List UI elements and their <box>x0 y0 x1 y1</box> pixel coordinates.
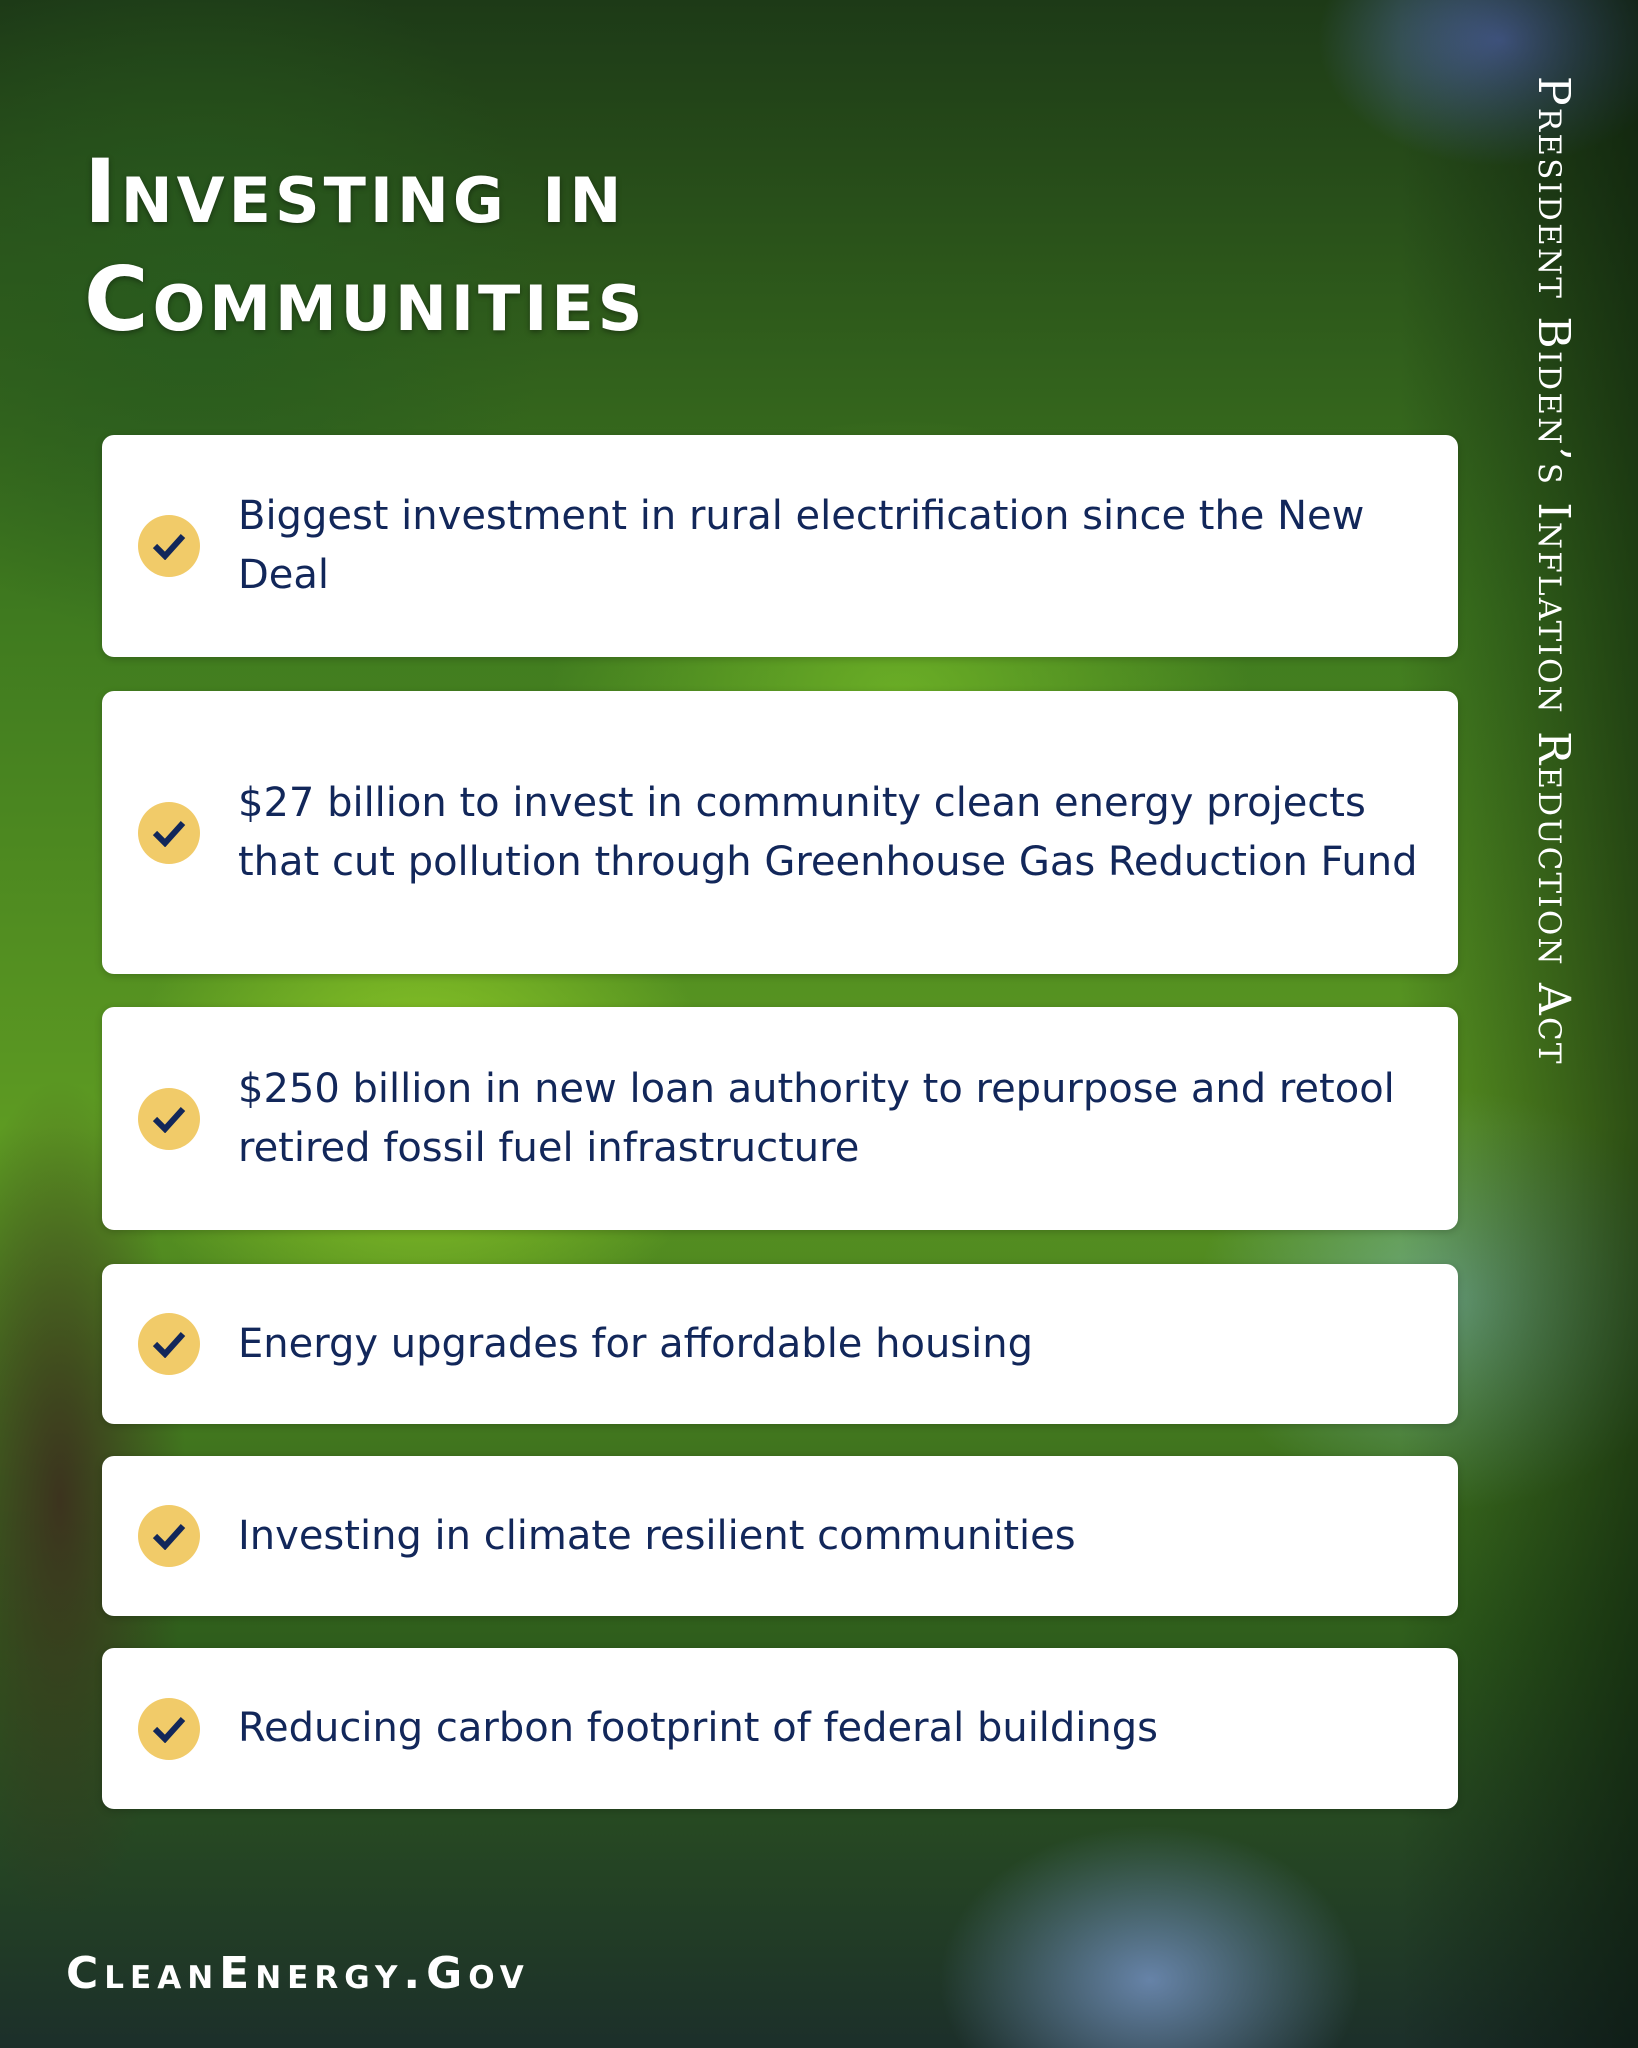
check-icon <box>138 515 200 577</box>
check-icon <box>138 1313 200 1375</box>
item-text: Biggest investment in rural electrificat… <box>238 493 1365 598</box>
list-item: $250 billion in new loan authority to re… <box>102 1007 1458 1230</box>
list-item: Biggest investment in rural electrificat… <box>102 435 1458 657</box>
list-item: Investing in climate resilient communiti… <box>102 1456 1458 1616</box>
side-title: President Biden’s Inflation Reduction Ac… <box>1528 76 1579 1066</box>
page-title: Investing in Communities <box>84 138 646 354</box>
list-item: Reducing carbon footprint of federal bui… <box>102 1648 1458 1809</box>
list-item: Energy upgrades for affordable housing <box>102 1264 1458 1424</box>
footer-website: CleanEnergy.Gov <box>66 1948 530 1999</box>
check-icon <box>138 1697 200 1760</box>
item-text: Investing in climate resilient communiti… <box>238 1512 1076 1559</box>
item-text: Energy upgrades for affordable housing <box>238 1320 1033 1367</box>
item-text: $250 billion in new loan authority to re… <box>238 1065 1395 1171</box>
item-text: $27 billion to invest in community clean… <box>238 779 1418 885</box>
item-text: Reducing carbon footprint of federal bui… <box>238 1705 1158 1751</box>
list-item: $27 billion to invest in community clean… <box>102 691 1458 974</box>
check-icon <box>138 1505 200 1567</box>
title-line-1: Investing in <box>84 140 626 243</box>
check-icon <box>138 801 200 864</box>
check-icon <box>138 1087 200 1150</box>
title-line-2: Communities <box>84 248 647 351</box>
